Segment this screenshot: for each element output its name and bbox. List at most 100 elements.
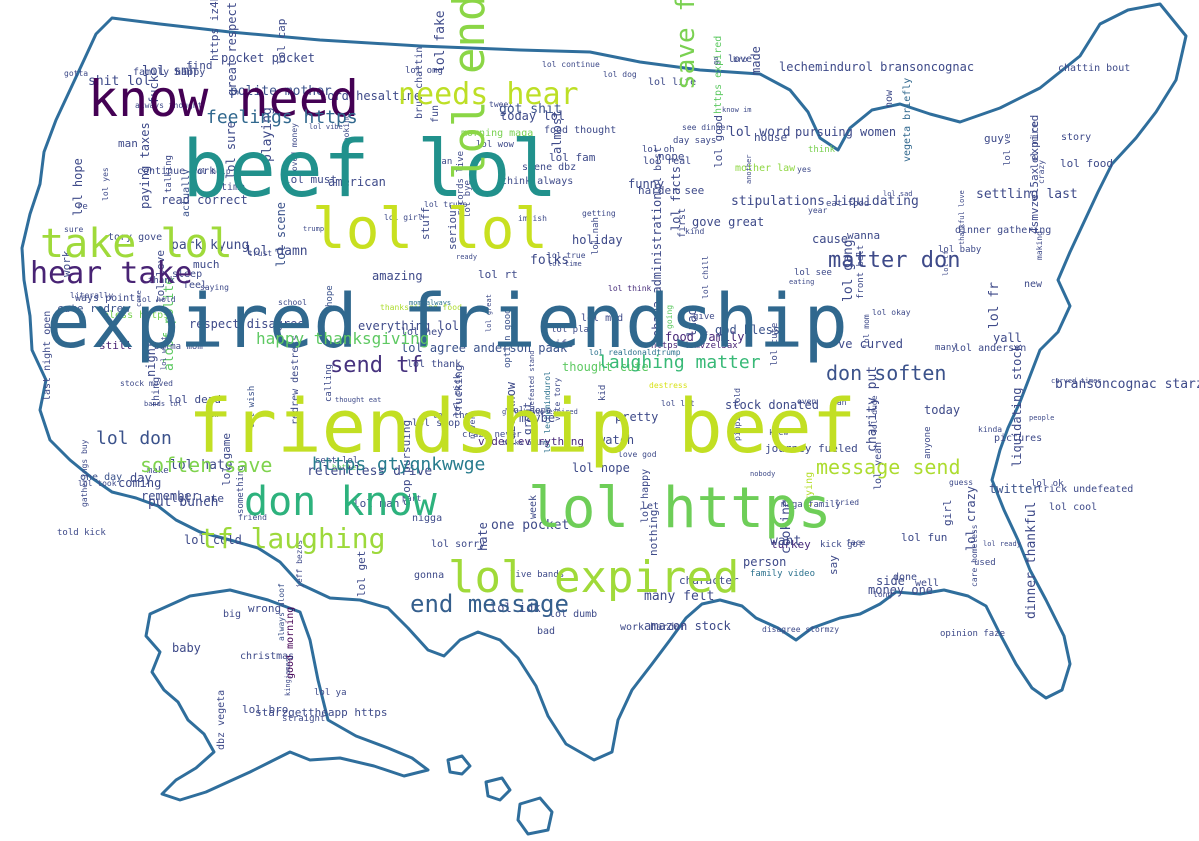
cloud-word: eat food — [826, 199, 869, 209]
cloud-word: cause — [812, 232, 848, 246]
cloud-word: done — [893, 572, 917, 583]
cloud-word: lol girl — [384, 213, 423, 222]
cloud-word: lol pick — [453, 373, 463, 417]
cloud-word: lol ready — [983, 540, 1021, 548]
cloud-word: lol crazy — [964, 486, 978, 551]
cloud-word: funny — [628, 177, 664, 191]
cloud-word: thank — [148, 276, 176, 286]
cloud-word: https expired — [713, 36, 724, 114]
cloud-word: lol think — [608, 284, 652, 293]
cloud-word: lol must — [284, 173, 337, 186]
cloud-word: looking — [342, 113, 351, 147]
cloud-word: always aloof — [277, 583, 286, 641]
cloud-word: guy — [984, 132, 1004, 145]
cloud-word: lol late — [171, 492, 224, 505]
cloud-word: work — [60, 250, 73, 277]
cloud-word: fan — [436, 157, 452, 167]
cloud-word: girl — [941, 500, 954, 527]
cloud-word: read correct — [161, 193, 248, 207]
cloud-word: eating — [789, 278, 814, 286]
cloud-word-large: lol lol — [312, 197, 548, 262]
cloud-word: lol wish — [247, 386, 257, 429]
cloud-word: great respect — [225, 2, 239, 96]
cloud-word: stock donated — [725, 398, 819, 412]
cloud-word-large: send tf — [330, 353, 423, 378]
cloud-word: im ish — [518, 214, 547, 223]
cloud-word: lol baby — [938, 245, 982, 255]
cloud-word-large: expired friendship — [46, 279, 848, 365]
cloud-word: lol game — [220, 433, 233, 486]
cloud-word: lol see — [794, 268, 832, 278]
cloud-word: lol damn — [245, 244, 308, 259]
cloud-word: lol bro — [242, 703, 288, 716]
cloud-word: lol bye — [463, 180, 473, 218]
cloud-word: lol smh — [142, 64, 197, 79]
cloud-word: twitter — [989, 482, 1040, 496]
cloud-word: lmao — [685, 308, 699, 337]
cloud-word-large: happy thanksgiving — [256, 329, 429, 348]
cloud-word: story — [1061, 132, 1091, 143]
cloud-word: lol chill — [701, 255, 710, 299]
cloud-word: give — [693, 312, 715, 322]
cloud-word: nothing — [647, 510, 660, 556]
cloud-word: love god — [618, 450, 657, 459]
cloud-word: trick undefeated — [1037, 484, 1133, 495]
cloud-word-large: message send — [816, 455, 961, 479]
cloud-word: made — [749, 46, 763, 75]
cloud-word: know im — [722, 106, 752, 114]
cloud-word: always thought — [135, 101, 203, 110]
cloud-word: lol dude — [870, 395, 879, 434]
cloud-word: mom always — [409, 299, 451, 307]
cloud-word: time — [221, 182, 245, 193]
cloud-word: lol ya — [314, 688, 347, 698]
cloud-word: talks bulma — [502, 439, 548, 447]
cloud-word: house — [754, 131, 787, 144]
cloud-word: hate — [476, 522, 490, 551]
cloud-word: lol cute — [770, 323, 780, 366]
cloud-word: holiday — [572, 233, 623, 247]
cloud-word: fucking — [452, 365, 465, 411]
cloud-word: kingjames — [284, 658, 292, 696]
cloud-word: coming — [118, 476, 161, 490]
cloud-word: pocket pocket — [221, 51, 315, 65]
cloud-word: lol cool — [1049, 502, 1097, 513]
cloud-word: lechemindurol bransoncognac — [779, 60, 974, 74]
cloud-word: lol dope — [508, 406, 551, 416]
cloud-word: lol hope — [71, 158, 85, 216]
cloud-word: trust — [248, 249, 272, 258]
cloud-word: care homeless — [970, 524, 979, 587]
cloud-word: lol fake — [433, 10, 448, 73]
cloud-word: scene dbz — [522, 162, 576, 173]
cloud-word: now — [884, 89, 895, 108]
cloud-word: morning maga — [461, 128, 533, 139]
cloud-word: family happy — [133, 67, 205, 78]
cloud-word: dinner gathering — [955, 225, 1051, 236]
cloud-word: vote tory — [553, 377, 562, 421]
cloud-word: much — [193, 258, 220, 271]
cloud-word: lol lechemindurol — [543, 371, 552, 453]
cloud-word: food thought — [544, 125, 616, 136]
contiguous-us-outline — [20, 2, 1188, 762]
cloud-word: ve curved — [838, 337, 903, 351]
cloud-word: lol dog — [603, 70, 637, 79]
cloud-word: lol great — [485, 294, 493, 332]
cloud-word: lol fun — [901, 531, 947, 544]
cloud-word: tbh — [206, 411, 219, 419]
cloud-word: nope — [658, 150, 685, 163]
cloud-word: bransoncognac starzgettheapp — [1055, 377, 1199, 392]
cloud-word: lol hey — [401, 327, 443, 338]
cloud-word: go — [712, 57, 720, 65]
cloud-word: yes — [797, 165, 812, 174]
cloud-word: want — [770, 534, 801, 549]
cloud-word: find — [186, 59, 213, 72]
cloud-word: american — [328, 175, 386, 189]
cloud-word-large: matter don — [828, 248, 960, 273]
cloud-word: kick got — [820, 540, 863, 550]
cloud-word: better — [332, 463, 361, 472]
cloud-word: continue work — [137, 166, 215, 177]
cloud-word: lol facts — [669, 166, 683, 231]
cloud-word: gatherings buy — [80, 439, 89, 507]
cloud-word: god bless — [715, 323, 780, 337]
cloud-word: lol real — [643, 156, 691, 167]
cloud-word: lol anderson — [954, 343, 1026, 354]
